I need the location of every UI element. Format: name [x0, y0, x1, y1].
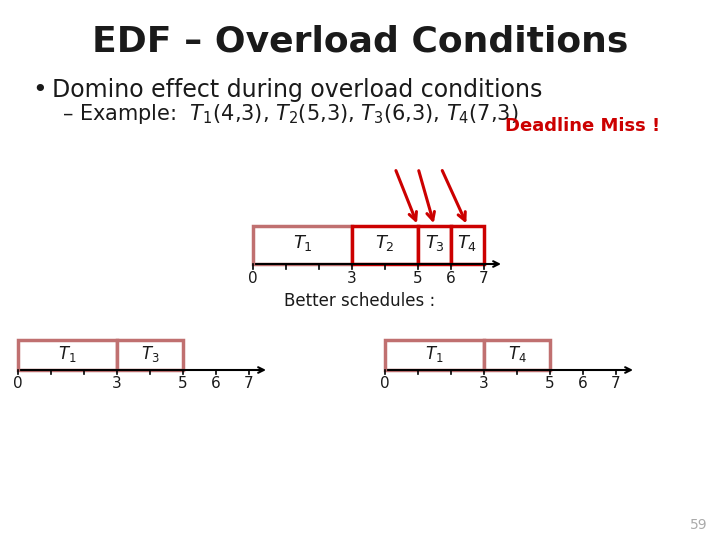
- Text: Better schedules :: Better schedules :: [284, 292, 436, 310]
- Text: $T_1$: $T_1$: [426, 344, 444, 364]
- Text: 3: 3: [347, 271, 357, 286]
- Text: 6: 6: [211, 376, 221, 391]
- Text: 5: 5: [178, 376, 188, 391]
- Text: 7: 7: [480, 271, 489, 286]
- Text: $T_1$: $T_1$: [292, 233, 312, 253]
- Text: Domino effect during overload conditions: Domino effect during overload conditions: [52, 78, 542, 102]
- Bar: [352, 226, 418, 264]
- Text: $T_3$: $T_3$: [140, 344, 159, 364]
- Text: – Example:  $T_1$(4,3), $T_2$(5,3), $T_3$(6,3), $T_4$(7,3): – Example: $T_1$(4,3), $T_2$(5,3), $T_3$…: [62, 102, 518, 126]
- Text: EDF – Overload Conditions: EDF – Overload Conditions: [92, 25, 628, 59]
- Text: 7: 7: [244, 376, 254, 391]
- Text: 7: 7: [611, 376, 621, 391]
- Text: 3: 3: [112, 376, 122, 391]
- Text: $T_4$: $T_4$: [457, 233, 477, 253]
- Text: 5: 5: [413, 271, 423, 286]
- Text: 6: 6: [578, 376, 588, 391]
- Text: $T_3$: $T_3$: [425, 233, 444, 253]
- Text: 0: 0: [13, 376, 23, 391]
- Text: 0: 0: [248, 271, 258, 286]
- Text: Deadline Miss !: Deadline Miss !: [505, 117, 660, 135]
- Text: $T_4$: $T_4$: [508, 344, 526, 364]
- Bar: [385, 340, 484, 370]
- Bar: [253, 226, 352, 264]
- Bar: [18, 340, 117, 370]
- Text: •: •: [32, 78, 47, 102]
- Bar: [117, 340, 183, 370]
- Bar: [418, 226, 451, 264]
- Text: 6: 6: [446, 271, 456, 286]
- Text: 0: 0: [380, 376, 390, 391]
- Text: 5: 5: [545, 376, 555, 391]
- Text: 3: 3: [479, 376, 489, 391]
- Text: 59: 59: [690, 518, 708, 532]
- Bar: [451, 226, 484, 264]
- Text: $T_2$: $T_2$: [375, 233, 395, 253]
- Bar: [484, 340, 550, 370]
- Text: $T_1$: $T_1$: [58, 344, 77, 364]
